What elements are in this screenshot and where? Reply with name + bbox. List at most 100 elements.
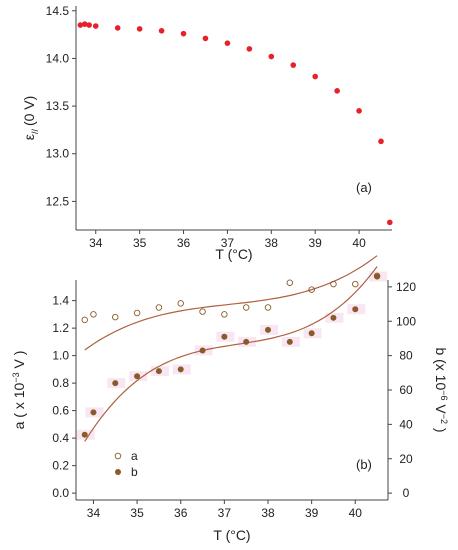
data-point-a-series <box>133 309 141 317</box>
y-tick-label-right-b: 60 <box>399 383 413 397</box>
y-tick-label-a: 12.5 <box>46 194 70 208</box>
y-tick-label-right-b: 40 <box>399 417 413 431</box>
data-point-b-series <box>374 273 381 280</box>
data-point-a-series <box>330 280 337 288</box>
data-point-a <box>334 88 340 94</box>
legend-label-a: a <box>131 449 138 463</box>
data-point-a-series <box>242 304 250 311</box>
data-point-a-series <box>155 304 163 311</box>
x-tick-label-a: 35 <box>133 236 147 250</box>
y-tick-label-left-b: 0.8 <box>52 376 69 390</box>
x-tick-label-b: 39 <box>305 506 319 520</box>
y-axis-label-right-sup2: −2 <box>439 414 449 424</box>
data-point-a <box>387 219 393 226</box>
x-tick-label-b: 36 <box>174 506 188 520</box>
data-point-a-series <box>112 313 119 321</box>
y-tick-label-left-b: 1.0 <box>52 349 69 363</box>
y-tick-label-left-b: 1.4 <box>52 294 69 308</box>
x-axis-label-b: T (°C) <box>213 527 250 543</box>
x-tick-label-a: 38 <box>265 236 279 250</box>
data-point-a <box>378 138 384 145</box>
legend-marker-b <box>115 469 121 475</box>
data-point-a <box>290 62 297 68</box>
data-point-b-series <box>81 431 88 438</box>
panel-b: 34 35 36 37 38 39 40 0.0 0.2 0.4 0.6 0.8 1.0 1.2 1.4 0 2… <box>11 255 449 543</box>
fit-curve-b <box>84 266 378 442</box>
y-tick-label-left-b: 0.0 <box>52 486 69 500</box>
data-point-a <box>356 108 362 114</box>
x-tick-label-a: 36 <box>177 236 191 250</box>
data-point-a-series <box>286 279 294 287</box>
data-point-a <box>77 22 84 28</box>
y-axis-label-left-main: a ( x 10 <box>11 382 27 429</box>
data-point-a-series <box>308 286 315 293</box>
data-point-a <box>246 46 253 52</box>
y-axis-label-right-b: b (x 10−6 V−2 ) <box>433 347 449 432</box>
y-axis-label-left-b: a ( x 10−3 V ) <box>11 351 27 430</box>
data-point-a <box>180 30 187 37</box>
data-point-a <box>158 27 165 34</box>
data-point-b-series <box>199 347 206 354</box>
y-tick-label-a: 14.0 <box>46 51 70 65</box>
data-point-a <box>312 73 318 80</box>
data-point-b-series <box>90 409 97 416</box>
y-tick-label-left-b: 0.2 <box>52 459 69 473</box>
data-point-b-series <box>265 326 271 333</box>
x-tick-label-a: 34 <box>89 236 103 250</box>
x-tick-label-a: 37 <box>221 236 235 250</box>
y-tick-label-right-b: 0 <box>403 486 410 500</box>
data-point-a-series <box>177 300 184 307</box>
panel-label-a: (a) <box>356 180 372 195</box>
fit-curve-a <box>84 255 378 351</box>
data-point-b-series <box>221 333 228 340</box>
data-point-b-series <box>134 373 141 380</box>
data-point-a <box>224 40 231 46</box>
y-axis-label-left-end: V ) <box>11 351 27 373</box>
x-tick-label-a: 39 <box>309 236 323 250</box>
data-point-b-series <box>177 366 184 373</box>
y-axis-label-right-end: ) <box>433 424 449 433</box>
data-point-a-series <box>199 308 206 315</box>
y-tick-label-right-b: 80 <box>399 349 413 363</box>
data-point-a <box>114 25 121 31</box>
y-axis-label-right-sup: −6 <box>439 390 449 400</box>
y-axis-label-right-main: b (x 10 <box>433 347 449 390</box>
y-tick-label-a: 14.5 <box>46 4 70 18</box>
y-axis-label-a-main: ε <box>21 134 37 140</box>
y-axis-label-a-suffix: (0 V) <box>21 96 37 126</box>
y-tick-label-right-b: 100 <box>396 314 416 328</box>
data-point-a <box>136 26 143 32</box>
data-point-a <box>86 22 92 28</box>
panel-label-b: (b) <box>356 457 372 472</box>
data-point-b-series <box>330 314 337 321</box>
data-point-b-series <box>352 306 359 313</box>
y-axis-label-a-sub: // <box>30 129 40 135</box>
x-tick-label-b: 34 <box>87 506 101 520</box>
data-point-a-series <box>81 316 88 324</box>
y-axis-label-left-sup: −3 <box>11 372 21 382</box>
y-tick-label-right-b: 120 <box>396 280 416 294</box>
y-tick-label-left-b: 0.6 <box>52 404 69 418</box>
y-axis-label-a: ε// (0 V) <box>21 96 40 141</box>
data-point-a <box>81 21 88 27</box>
data-point-b-series <box>243 338 250 345</box>
y-tick-label-a: 13.0 <box>46 147 70 161</box>
data-point-b-series <box>308 330 315 337</box>
y-tick-label-a: 13.5 <box>46 99 70 113</box>
data-point-a <box>92 23 99 29</box>
y-tick-label-right-b: 20 <box>399 452 413 466</box>
x-tick-label-b: 38 <box>261 506 275 520</box>
x-axis-label-a: T (°C) <box>215 246 252 262</box>
y-tick-label-left-b: 0.4 <box>52 431 69 445</box>
x-tick-label-b: 37 <box>218 506 232 520</box>
data-point-a-series <box>352 280 359 288</box>
panel-a: 34 35 36 37 38 39 40 12.5 13.0 13.5 14.0 14.5 T (°C)… <box>21 4 393 262</box>
data-point-b-series <box>112 380 119 387</box>
x-tick-label-b: 35 <box>130 506 144 520</box>
data-point-a-series <box>264 304 272 311</box>
data-point-b-series <box>286 338 293 345</box>
data-point-a <box>202 35 209 42</box>
legend-label-b: b <box>131 465 138 479</box>
x-tick-label-a: 40 <box>352 236 366 250</box>
